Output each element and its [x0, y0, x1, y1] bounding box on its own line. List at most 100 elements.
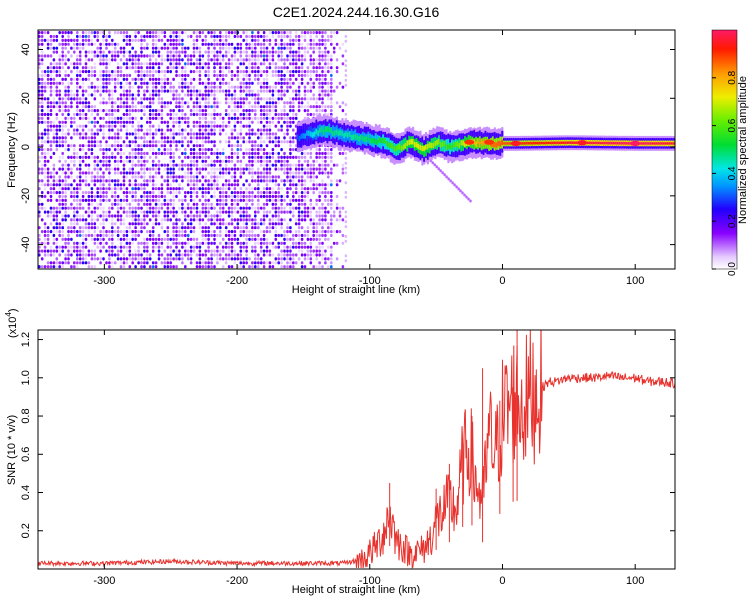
noise-cell — [259, 34, 263, 39]
noise-cell — [93, 265, 97, 269]
noise-cell — [178, 93, 181, 97]
noise-cell — [257, 159, 260, 163]
noise-cell — [146, 249, 149, 253]
trace-cell — [457, 187, 460, 191]
noise-cell — [219, 140, 222, 144]
noise-cell — [140, 54, 143, 58]
noise-cell — [207, 97, 210, 101]
noise-cell — [297, 155, 301, 159]
noise-cell — [312, 226, 315, 230]
noise-cell — [227, 171, 231, 175]
trace-cell — [423, 145, 426, 152]
trace-cell — [452, 142, 455, 148]
noise-cell — [119, 237, 123, 241]
noise-cell — [134, 105, 137, 109]
noise-cell — [73, 210, 76, 214]
noise-cell — [227, 66, 231, 70]
noise-cell — [271, 175, 275, 179]
noise-cell — [143, 237, 146, 241]
noise-cell — [119, 116, 123, 120]
noise-cell — [321, 151, 324, 156]
noise-cell — [294, 222, 298, 226]
noise-cell — [344, 181, 348, 185]
noise-cell — [186, 144, 190, 148]
noise-cell — [239, 136, 243, 140]
noise-cell — [300, 151, 304, 156]
noise-cell — [216, 101, 219, 105]
noise-cell — [93, 34, 97, 39]
noise-cell — [160, 109, 164, 113]
noise-cell — [224, 89, 228, 93]
noise-cell — [96, 159, 99, 163]
noise-cell — [189, 218, 193, 222]
noise-cell — [286, 101, 289, 105]
noise-cell — [303, 89, 307, 93]
noise-cell — [84, 97, 88, 101]
noise-cell — [189, 171, 193, 175]
trace-cell — [461, 191, 464, 195]
noise-cell — [268, 105, 272, 109]
noise-cell — [38, 62, 41, 66]
noise-cell — [294, 183, 298, 187]
noise-cell — [213, 144, 216, 148]
noise-cell — [242, 151, 245, 156]
noise-cell — [38, 245, 41, 249]
noise-cell — [189, 140, 193, 144]
noise-cell — [201, 42, 205, 46]
noise-cell — [254, 233, 257, 238]
noise-cell — [265, 77, 269, 81]
noise-cell — [43, 54, 47, 58]
noise-cell — [321, 206, 324, 210]
noise-cell — [292, 116, 295, 120]
noise-cell — [219, 171, 222, 175]
noise-cell — [99, 163, 102, 167]
noise-cell — [55, 34, 59, 39]
noise-cell — [204, 249, 207, 253]
noise-cell — [55, 230, 59, 234]
noise-cell — [324, 105, 327, 109]
noise-cell — [146, 73, 149, 78]
noise-cell — [148, 140, 152, 144]
noise-cell — [137, 222, 140, 226]
noise-cell — [40, 70, 44, 74]
noise-cell — [84, 144, 88, 148]
noise-cell — [119, 148, 123, 152]
noise-cell — [330, 77, 333, 81]
noise-cell — [294, 58, 298, 62]
noise-cell — [49, 140, 53, 144]
noise-cell — [300, 31, 304, 35]
noise-cell — [210, 187, 213, 191]
noise-cell — [236, 210, 240, 214]
noise-cell — [230, 97, 234, 101]
noise-cell — [292, 179, 295, 183]
noise-cell — [178, 58, 181, 62]
noise-cell — [146, 81, 149, 85]
noise-cell — [154, 245, 158, 249]
noise-cell — [248, 151, 251, 156]
noise-cell — [292, 70, 295, 74]
noise-cell — [43, 148, 47, 152]
noise-cell — [248, 89, 251, 93]
trace-cell — [465, 195, 468, 199]
noise-cell — [286, 54, 289, 58]
noise-cell — [128, 85, 132, 89]
noise-cell — [108, 245, 111, 249]
noise-cell — [122, 187, 126, 191]
noise-cell — [283, 163, 286, 167]
noise-cell — [224, 46, 228, 50]
noise-cell — [140, 77, 143, 81]
noise-cell — [137, 245, 140, 249]
noise-cell — [93, 218, 97, 222]
noise-cell — [192, 159, 196, 163]
noise-cell — [70, 183, 73, 187]
noise-cell — [181, 66, 184, 70]
noise-cell — [289, 38, 292, 42]
noise-cell — [204, 81, 207, 85]
noise-cell — [108, 109, 111, 113]
noise-cell — [128, 93, 132, 97]
noise-cell — [93, 105, 97, 109]
noise-cell — [113, 245, 117, 249]
noise-cell — [90, 198, 94, 202]
noise-cell — [245, 249, 248, 253]
noise-cell — [274, 140, 278, 144]
